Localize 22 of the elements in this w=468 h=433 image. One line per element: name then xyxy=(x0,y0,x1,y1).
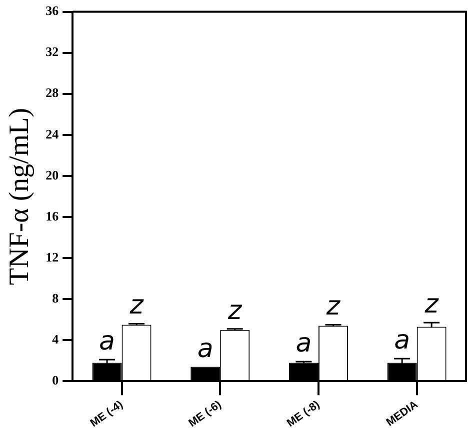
y-tick-label: 20 xyxy=(46,167,59,182)
annotation: a xyxy=(296,328,312,359)
y-tick-label: 16 xyxy=(46,208,60,224)
y-tick-label: 32 xyxy=(46,44,59,60)
annotation: z xyxy=(128,290,145,321)
x-tick-label: ME (-6) xyxy=(186,398,224,430)
annotation: z xyxy=(424,290,440,320)
annotation: a xyxy=(99,326,115,357)
annotation: z xyxy=(227,296,244,326)
annotation: z xyxy=(325,292,342,322)
x-tick-label: ME (-8) xyxy=(285,398,322,430)
annotation: a xyxy=(394,326,410,356)
y-tick-label: 8 xyxy=(52,290,60,306)
y-tick-label: 4 xyxy=(52,331,60,346)
x-tick-label: ME (-4) xyxy=(88,398,126,430)
y-tick-label: 24 xyxy=(46,126,60,142)
y-tick-label: 28 xyxy=(46,85,60,100)
y-tick-label: 36 xyxy=(46,3,60,18)
annotation: a xyxy=(197,334,214,364)
y-axis-title: TNF-α (ng/mL) xyxy=(4,108,36,286)
y-tick-label: 12 xyxy=(46,249,59,264)
y-tick-label: 0 xyxy=(52,372,59,388)
